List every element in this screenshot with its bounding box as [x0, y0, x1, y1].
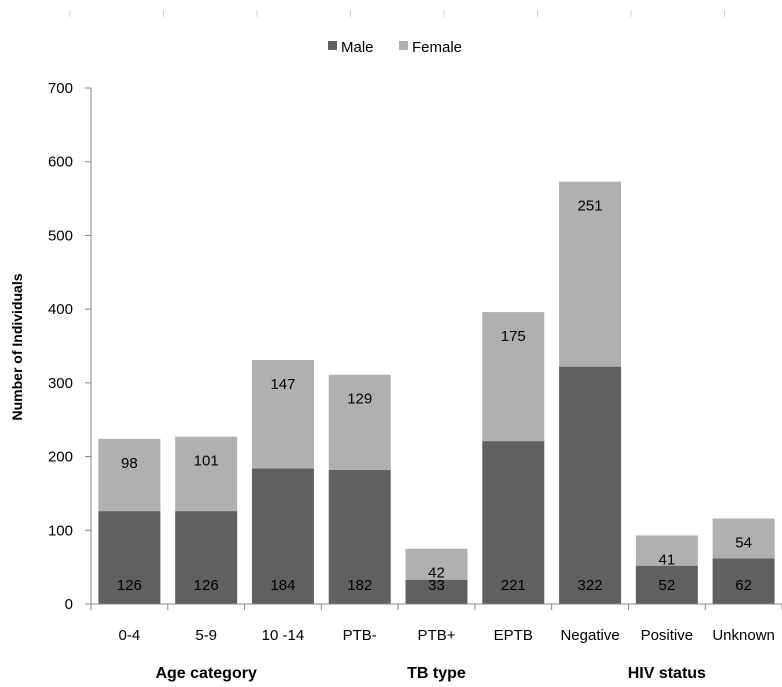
legend: Male Female [328, 39, 462, 56]
bar-female [635, 535, 698, 566]
data-label-male: 126 [117, 577, 142, 594]
y-tick-label: 400 [48, 301, 73, 318]
data-label-female: 129 [347, 391, 372, 408]
data-label-female: 42 [428, 565, 445, 582]
y-tick-label: 0 [65, 596, 73, 613]
x-tick-label: Unknown [712, 627, 775, 644]
bar-male [635, 565, 698, 604]
data-label-female: 147 [270, 376, 295, 393]
data-label-female: 101 [194, 453, 219, 470]
data-label-female: 41 [658, 551, 675, 568]
y-tick-label: 500 [48, 227, 73, 244]
group-label: HIV status [628, 665, 706, 682]
bar-female [559, 181, 622, 367]
category-groups: Age category TB type HIV status [155, 665, 706, 682]
x-tick-label: 0-4 [119, 627, 141, 644]
data-label-male: 126 [194, 577, 219, 594]
x-axis: 0-4 5-9 10 -14 PTB- PTB+ EPTB Negative Positive… [90, 603, 782, 644]
legend-label-male: Male [341, 39, 374, 56]
data-label-male: 62 [735, 577, 752, 594]
bar-male [482, 441, 545, 604]
x-tick-label: 5-9 [195, 627, 217, 644]
bar-female [98, 438, 161, 512]
bar-male [98, 511, 161, 604]
y-tick-label: 200 [48, 449, 73, 466]
bar-female [712, 518, 775, 559]
legend-swatch-male [328, 41, 337, 50]
bar-female [482, 312, 545, 442]
bar-female [405, 548, 468, 580]
x-tick-label: Positive [641, 627, 694, 644]
bar-male [712, 558, 775, 604]
x-tick-label: 10 -14 [262, 627, 305, 644]
data-label-male: 182 [347, 577, 372, 594]
bar-male [405, 579, 468, 604]
bar-male [175, 511, 238, 604]
legend-label-female: Female [412, 39, 462, 56]
data-label-female: 54 [735, 534, 752, 551]
x-tick-label: PTB- [343, 627, 377, 644]
data-label-male: 184 [270, 577, 295, 594]
y-tick-label: 700 [48, 80, 73, 97]
y-tick-label: 100 [48, 522, 73, 539]
y-axis-title: Number of Individuals [9, 273, 25, 420]
x-tick-label: EPTB [494, 627, 533, 644]
y-tick-label: 600 [48, 154, 73, 171]
data-label-male: 33 [428, 577, 445, 594]
bar-male [328, 469, 391, 604]
group-label: TB type [407, 665, 466, 682]
bar-female [251, 360, 314, 469]
data-label-male: 322 [578, 577, 603, 594]
bar-female [328, 374, 391, 470]
bar-female [175, 436, 238, 512]
y-tick-label: 300 [48, 375, 73, 392]
bar-male [251, 468, 314, 604]
x-tick-label: Negative [560, 627, 619, 644]
bar-male [559, 366, 622, 604]
data-label-female: 98 [121, 455, 138, 472]
x-tick-label: PTB+ [418, 627, 456, 644]
data-label-female: 175 [501, 328, 526, 345]
y-axis: 0 100 200 300 400 500 600 700 [48, 80, 92, 613]
data-label-male: 221 [501, 577, 526, 594]
legend-swatch-female [399, 41, 408, 50]
group-label: Age category [155, 665, 256, 682]
top-decoration-ticks [69, 10, 725, 17]
data-label-female: 251 [578, 198, 603, 215]
data-label-male: 52 [658, 577, 675, 594]
